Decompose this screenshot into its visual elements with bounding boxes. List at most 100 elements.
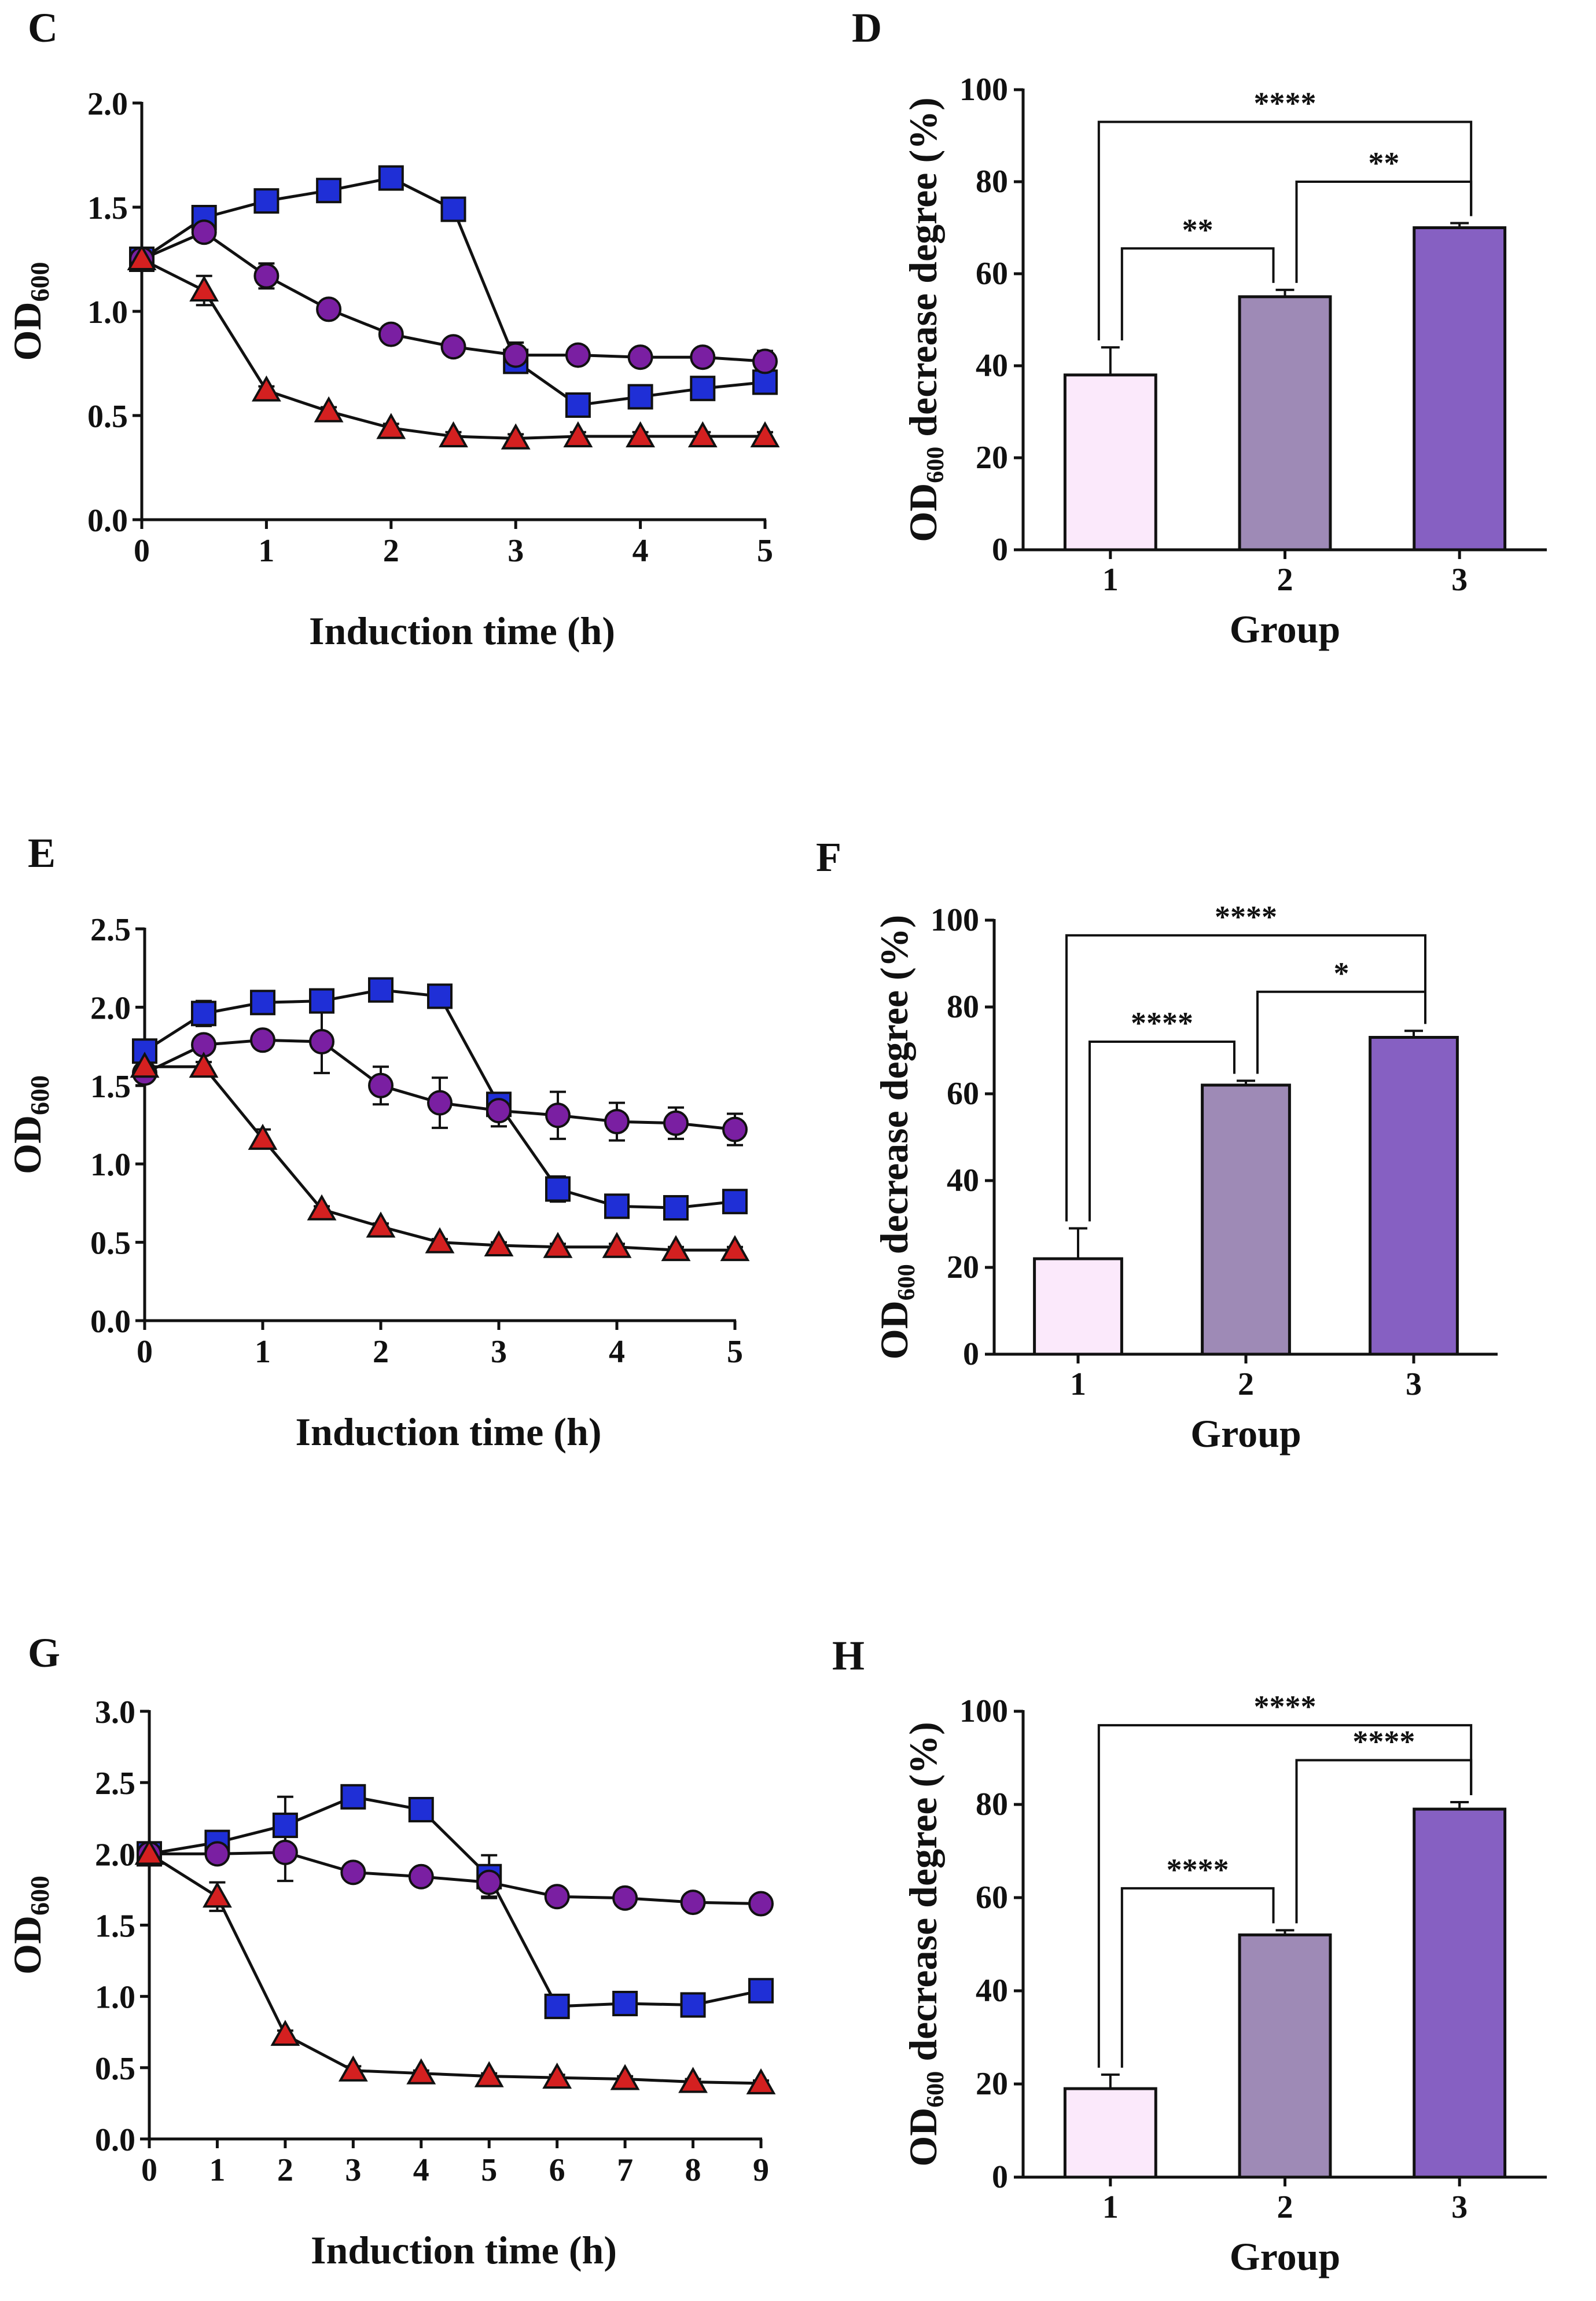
y-tick-label: 0	[992, 532, 1008, 568]
significance-label: **	[1368, 146, 1399, 181]
data-point-circle	[680, 1890, 706, 1916]
bar-group-2	[1238, 295, 1332, 552]
y-tick-label: 1.0	[95, 1980, 135, 2016]
y-tick-label: 0.5	[90, 1226, 131, 1262]
data-point-circle	[427, 1090, 453, 1116]
y-axis-label: OD600	[5, 262, 54, 361]
y-tick-label: 1.5	[90, 1069, 131, 1105]
data-point-square	[316, 178, 342, 204]
x-tick-label: 3	[1451, 562, 1468, 598]
panel-c: C 0.0 0.5 1.0 1.5 2.0 0 1 2 3 4 5 Induction time (h)…	[5, 5, 780, 653]
bar-group-1	[1063, 373, 1157, 552]
y-axis-label-main: OD	[5, 1115, 49, 1174]
x-tick-label: 5	[481, 2152, 497, 2188]
bracket-line	[1120, 247, 1275, 341]
y-tick-label: 0	[992, 2159, 1008, 2195]
data-point-triangle	[563, 421, 593, 447]
data-point-square	[565, 392, 591, 418]
data-point-square	[722, 1189, 748, 1215]
data-point-circle	[408, 1863, 434, 1890]
significance-bracket: ** **	[1097, 86, 1473, 341]
y-tick-label: 2.5	[95, 1766, 135, 1802]
data-point-square	[690, 376, 716, 402]
panel-g: G 0.0 0.5 1.0 1.5 2.0 2.5 3.0 0 1 2 3 4 5 6 7 8 9 Inductio…	[5, 1630, 776, 2272]
y-axis-label: OD600 decrease degree (%)	[901, 1722, 949, 2167]
y-axis-label-main: OD	[5, 1916, 49, 1975]
y-axis-label-sub: 600	[25, 262, 54, 302]
significance-label: ****	[1131, 1006, 1193, 1041]
x-tick-label: 4	[413, 2152, 429, 2188]
data-point-triangle	[130, 1052, 160, 1078]
data-point-triangle	[203, 1881, 232, 1908]
x-tick-label: 0	[134, 533, 150, 569]
y-tick-label: 80	[976, 164, 1008, 200]
data-point-triangle	[366, 1211, 396, 1238]
y-tick-label: 100	[959, 72, 1008, 108]
panel-f: F 0 20 40 60 80 100 1 2 3 Group OD600 decrease degr…	[816, 834, 1498, 1455]
bracket-line	[1097, 1724, 1473, 2068]
x-tick-label: 1	[1102, 562, 1119, 598]
x-axis-label: Group	[1190, 1412, 1301, 1455]
y-tick-label: 80	[947, 989, 979, 1025]
bar-group-3	[1413, 1807, 1507, 2179]
data-point-circle	[722, 1116, 748, 1142]
bar-group-3	[1369, 1036, 1459, 1356]
y-tick-label: 0.0	[87, 503, 128, 539]
y-tick-label: 60	[947, 1076, 979, 1112]
panel-label: D	[852, 5, 882, 51]
data-point-triangle	[610, 2064, 640, 2090]
x-tick-label: 0	[137, 1334, 153, 1370]
significance-label: ****	[1254, 86, 1316, 121]
y-tick-label: 0	[963, 1336, 979, 1372]
data-point-circle	[752, 348, 778, 374]
data-point-square	[545, 1176, 571, 1202]
data-point-square	[368, 977, 394, 1003]
data-point-square	[309, 988, 334, 1014]
x-tick-label: 3	[1451, 2189, 1468, 2225]
data-point-triangle	[248, 1123, 278, 1150]
data-point-triangle	[474, 2061, 504, 2087]
data-point-triangle	[543, 1232, 573, 1258]
x-axis-label: Group	[1230, 2234, 1340, 2278]
y-tick-label: 2.0	[87, 86, 128, 122]
y-axis-label: OD600	[5, 1876, 54, 1975]
y-axis-label-main: OD	[872, 1300, 916, 1359]
series-line-circle	[149, 1851, 762, 1906]
x-tick-label: 1	[1102, 2189, 1119, 2225]
significance-bracket: **	[1120, 212, 1275, 341]
y-tick-label: 40	[976, 348, 1008, 384]
significance-bracket: ****	[1088, 1006, 1235, 1222]
significance-label: ****	[1167, 1852, 1229, 1887]
panel-d: D 0 20 40 60 80 100 1 2 3 Group OD600 decrease degr…	[852, 5, 1547, 651]
data-point-circle	[565, 342, 591, 368]
data-point-circle	[272, 1839, 298, 1865]
data-point-circle	[663, 1110, 689, 1136]
data-point-circle	[253, 263, 280, 289]
x-tick-label: 5	[757, 533, 773, 569]
data-point-square	[604, 1193, 630, 1219]
data-point-circle	[378, 321, 404, 347]
bar-group-1	[1033, 1257, 1123, 1356]
x-axis-label: Group	[1230, 607, 1340, 651]
bar-group-2	[1238, 1933, 1332, 2179]
data-point-circle	[204, 1841, 230, 1867]
y-tick-label: 2.5	[90, 912, 131, 948]
x-tick-label: 5	[727, 1334, 743, 1370]
data-point-circle	[627, 344, 653, 370]
y-axis-label-main: OD	[5, 302, 49, 361]
y-tick-label: 0.5	[95, 2051, 135, 2087]
x-tick-label: 4	[609, 1334, 625, 1370]
data-point-triangle	[127, 244, 157, 270]
panel-label: C	[28, 5, 58, 51]
x-tick-label: 2	[383, 533, 399, 569]
y-axis-label: OD600 decrease degree (%)	[901, 97, 949, 542]
significance-label: *	[1334, 956, 1349, 991]
data-point-square	[440, 196, 466, 222]
data-point-square	[340, 1784, 366, 1810]
data-point-triangle	[251, 375, 281, 402]
significance-label: **	[1182, 212, 1213, 247]
panel-label: G	[28, 1630, 60, 1676]
data-point-triangle	[661, 1235, 691, 1262]
data-point-circle	[748, 1891, 774, 1917]
significance-label: ****	[1352, 1725, 1415, 1759]
